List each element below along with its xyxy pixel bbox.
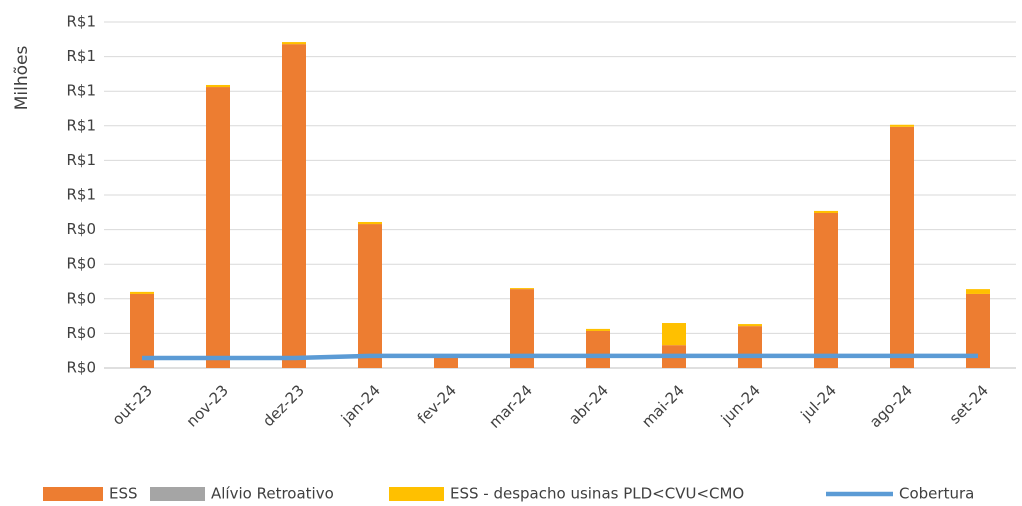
bar [282,44,306,368]
y-tick-label: R$1 [66,47,96,65]
line [142,353,978,361]
y-axis-label: Milhões [12,46,32,111]
bar [130,293,154,368]
x-tick-label: fev-24 [414,381,460,427]
x-tick-label: abr-24 [565,381,612,428]
y-tick-label: R$0 [66,289,96,307]
x-tick-label: mar-24 [485,381,536,432]
x-tick-label: out-23 [109,381,156,428]
y-tick-label: R$1 [66,13,96,31]
bar [814,212,838,368]
x-tick-label: jan-24 [337,381,384,428]
bar [586,330,610,368]
y-tick-label: R$0 [66,255,96,273]
x-tick-label: nov-23 [183,381,232,430]
bar [738,326,762,368]
legend-label: Cobertura [899,485,974,503]
bar [358,221,382,225]
y-tick-label: R$1 [66,82,96,100]
legend-swatch [43,487,103,501]
x-tick-label: jun-24 [717,381,764,428]
bar [890,124,914,127]
bar [358,224,382,368]
y-tick-label: R$1 [66,151,96,169]
y-tick-label: R$1 [66,116,96,134]
bar [282,42,306,45]
bar [206,87,230,368]
y-tick-label: R$0 [66,220,96,238]
x-tick-label: set-24 [946,381,992,427]
bar [966,289,990,294]
bar [510,288,534,290]
bar [434,355,458,368]
x-tick-label: dez-23 [259,381,308,430]
y-tick-label: R$0 [66,359,96,377]
legend-label: ESS - despacho usinas PLD<CVU<CMO [450,485,744,503]
legend-label: Alívio Retroativo [211,485,334,503]
y-tick-label: R$1 [66,186,96,204]
bar [890,126,914,368]
x-tick-label: mai-24 [638,381,688,431]
bar [206,84,230,88]
bar [662,323,686,346]
legend-swatch [150,487,205,501]
bar [814,210,838,213]
legend-swatch [389,487,444,501]
bar [738,324,762,327]
y-tick-label: R$0 [66,324,96,342]
x-tick-label: jul-24 [797,381,840,424]
legend-label: ESS [109,485,138,503]
bar [586,328,610,331]
bar [130,291,154,294]
x-tick-label: ago-24 [866,381,916,431]
